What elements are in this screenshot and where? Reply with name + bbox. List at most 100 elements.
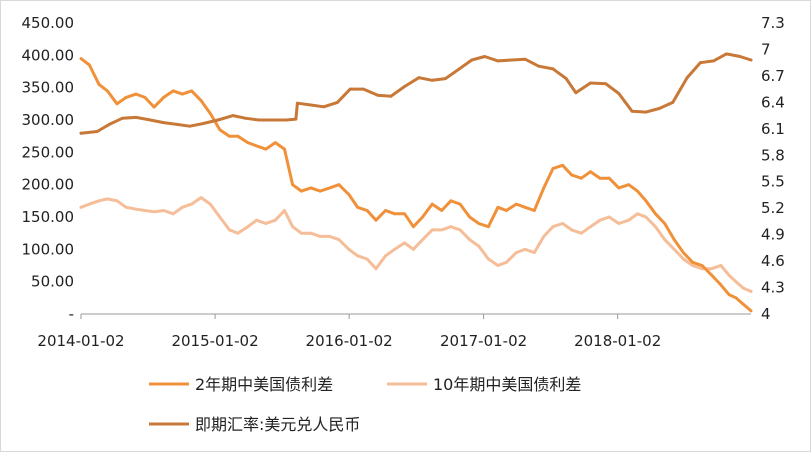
data-point (741, 286, 745, 290)
data-point (365, 209, 369, 212)
x-tick-label: 2018-01-02 (574, 332, 661, 350)
data-point (644, 215, 648, 219)
data-point (671, 101, 675, 104)
data-point (246, 225, 250, 229)
data-point (564, 77, 568, 80)
data-point (322, 105, 326, 109)
data-point (393, 212, 397, 216)
data-point (617, 186, 621, 190)
data-point (347, 193, 351, 196)
data-point (273, 218, 277, 222)
data-point (672, 247, 676, 251)
data-point (218, 215, 222, 219)
data-point (551, 167, 555, 170)
right-tick-label: 4.6 (761, 252, 785, 270)
data-point (171, 89, 175, 93)
data-point (309, 231, 313, 235)
data-point (403, 241, 406, 245)
data-point (309, 103, 313, 107)
data-point (106, 197, 109, 201)
left-tick-label: 400.00 (22, 46, 75, 64)
data-point (106, 89, 109, 93)
data-point (412, 225, 415, 229)
legend-item-3: 即期汇率:美元兑人民币 (149, 415, 360, 434)
data-point (458, 202, 462, 206)
legend-label: 即期汇率:美元兑人民币 (195, 415, 360, 434)
data-point (440, 228, 444, 232)
data-point (514, 202, 518, 206)
data-point (236, 231, 240, 235)
data-point (617, 222, 621, 225)
data-point (691, 260, 694, 264)
data-point (630, 109, 634, 113)
data-point (79, 131, 83, 135)
data-point (636, 212, 639, 216)
data-point (496, 59, 500, 63)
data-point (749, 58, 753, 62)
legend-label: 10年期中美国债利差 (433, 375, 581, 394)
data-point (682, 251, 685, 255)
data-point (356, 254, 359, 258)
left-tick-label: 350.00 (22, 79, 75, 97)
data-point (115, 199, 119, 203)
data-point (218, 128, 222, 132)
data-point (542, 186, 546, 190)
data-point (579, 176, 583, 180)
data-point (505, 260, 508, 264)
data-point (208, 112, 212, 115)
data-point (107, 123, 111, 126)
data-point (561, 163, 564, 167)
data-point (682, 257, 685, 261)
data-point (208, 202, 212, 206)
data-point (296, 101, 299, 105)
data-point (456, 68, 460, 72)
data-point (216, 118, 220, 122)
data-point (589, 81, 592, 85)
data-point (449, 225, 453, 229)
data-point (561, 222, 564, 225)
data-point (458, 228, 462, 232)
data-point (734, 280, 738, 284)
data-point (598, 176, 602, 180)
data-point (393, 247, 397, 251)
data-point (698, 61, 702, 65)
data-point (300, 189, 303, 193)
data-point (607, 215, 611, 219)
data-point (663, 238, 667, 242)
data-point (523, 57, 527, 61)
data-point (309, 186, 313, 190)
left-tick-label: 450.00 (22, 14, 75, 32)
data-point (291, 225, 294, 229)
data-point (389, 94, 393, 98)
data-point (255, 144, 258, 148)
data-point (162, 96, 166, 99)
data-point (246, 141, 250, 145)
data-point (300, 231, 303, 235)
data-point (551, 67, 555, 71)
data-point (403, 85, 406, 88)
data-point (79, 57, 83, 60)
data-point (617, 92, 621, 95)
data-point (152, 210, 156, 214)
data-point (356, 205, 359, 209)
data-point (523, 247, 527, 251)
series-line (79, 57, 753, 313)
right-tick-label: 7 (761, 40, 771, 58)
data-point (348, 87, 352, 91)
data-point (430, 202, 434, 206)
data-point (152, 105, 156, 109)
left-axis: - 50.00 100.00 150.00 200.00 250.00 300.00 350.… (22, 14, 75, 323)
data-point (449, 199, 453, 203)
right-tick-label: 4 (761, 305, 771, 323)
data-point (199, 196, 203, 200)
data-point (231, 114, 235, 117)
data-point (149, 118, 152, 122)
data-point (201, 122, 205, 125)
data-point (727, 273, 731, 277)
data-point (532, 251, 536, 255)
data-point (589, 170, 592, 174)
left-tick-label: 50.00 (31, 273, 74, 291)
data-point (727, 293, 731, 296)
data-point (470, 58, 474, 62)
